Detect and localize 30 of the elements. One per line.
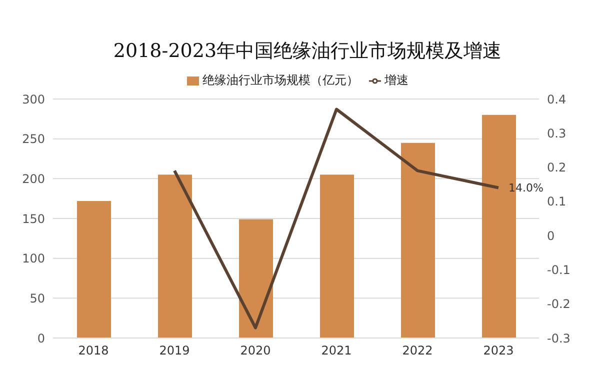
bar — [77, 200, 111, 338]
x-tick-label: 2020 — [240, 344, 271, 358]
y-tick-label: 0 — [37, 331, 45, 346]
x-tick-label: 2023 — [483, 344, 514, 358]
y-tick-label: 50 — [30, 291, 45, 306]
y-tick-label: 300 — [22, 92, 45, 106]
x-tick-label: 2022 — [402, 344, 433, 358]
bar — [239, 219, 273, 338]
x-tick-label: 2021 — [321, 344, 352, 358]
legend-label: 绝缘油行业市场规模（亿元） — [202, 73, 358, 87]
x-tick-label: 2019 — [159, 344, 190, 358]
x-tick-label: 2018 — [78, 344, 109, 358]
legend-label: 增速 — [384, 73, 408, 87]
line-series — [173, 108, 500, 330]
bar — [158, 174, 192, 338]
y-tick-label: 150 — [22, 212, 45, 226]
y2-tick-label: -0.2 — [547, 297, 570, 312]
y2-tick-label: -0.1 — [547, 262, 570, 277]
y2-tick-label: 0.3 — [547, 126, 566, 140]
y2-tick-label: 0 — [547, 228, 555, 243]
bar — [401, 142, 435, 338]
y2-tick-label: 0.4 — [547, 92, 566, 106]
chart-title: 2018-2023年中国绝缘油行业市场规模及增速 — [112, 39, 503, 64]
y-tick-label: 100 — [22, 252, 45, 266]
y-tick-label: 200 — [22, 172, 45, 186]
y2-tick-label: 0.1 — [547, 194, 566, 209]
bar — [320, 174, 354, 338]
y2-tick-label: -0.3 — [547, 331, 570, 346]
y-tick-label: 250 — [22, 132, 45, 146]
y2-tick-label: 0.2 — [547, 160, 566, 175]
